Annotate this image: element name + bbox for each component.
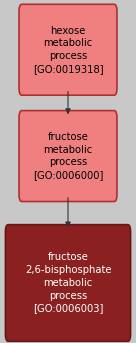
FancyBboxPatch shape: [5, 225, 131, 341]
Text: hexose
metabolic
process
[GO:0019318]: hexose metabolic process [GO:0019318]: [33, 25, 103, 74]
Text: fructose
2,6-bisphosphate
metabolic
process
[GO:0006003]: fructose 2,6-bisphosphate metabolic proc…: [25, 252, 111, 314]
Text: fructose
metabolic
process
[GO:0006000]: fructose metabolic process [GO:0006000]: [33, 132, 103, 180]
FancyBboxPatch shape: [19, 110, 117, 201]
FancyBboxPatch shape: [19, 4, 117, 95]
